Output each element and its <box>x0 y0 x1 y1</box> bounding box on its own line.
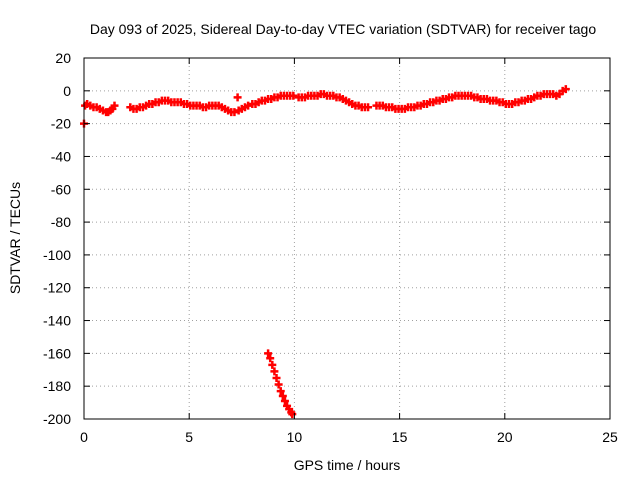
x-tick-label: 20 <box>497 429 513 445</box>
y-tick-label: 0 <box>63 83 71 99</box>
y-tick-label: -20 <box>51 116 71 132</box>
chart-title: Day 093 of 2025, Sidereal Day-to-day VTE… <box>90 21 597 37</box>
data-point <box>264 349 273 358</box>
data-point <box>561 85 570 94</box>
data-point <box>244 101 253 110</box>
data-point <box>110 101 119 110</box>
data-point <box>266 354 275 363</box>
x-tick-label: 0 <box>80 429 88 445</box>
y-tick-label: -100 <box>43 247 71 263</box>
data-point <box>276 387 285 396</box>
data-point <box>274 380 283 389</box>
data-point <box>289 91 298 100</box>
y-tick-label: -140 <box>43 313 71 329</box>
x-tick-label: 10 <box>287 429 303 445</box>
data-point <box>270 367 279 376</box>
data-point <box>233 93 242 102</box>
x-tick-label: 15 <box>392 429 408 445</box>
grid <box>84 58 610 419</box>
y-tick-label: 20 <box>55 50 71 66</box>
y-tick-label: -180 <box>43 378 71 394</box>
plot-frame <box>83 57 611 420</box>
data-point <box>288 410 297 419</box>
data-point <box>230 108 239 117</box>
y-tick-label: -80 <box>51 214 71 230</box>
data-point <box>364 103 373 112</box>
y-tick-label: -120 <box>43 280 71 296</box>
data-points <box>80 85 570 419</box>
y-axis-label: SDTVAR / TECUs <box>7 182 23 294</box>
x-tick-label: 5 <box>185 429 193 445</box>
data-point <box>278 392 287 401</box>
data-point <box>268 360 277 369</box>
y-tick-label: -40 <box>51 148 71 164</box>
data-point <box>280 396 289 405</box>
axis-ticks <box>83 57 611 420</box>
y-tick-label: -60 <box>51 181 71 197</box>
x-axis-label: GPS time / hours <box>294 457 401 473</box>
data-point <box>272 373 281 382</box>
x-tick-label: 25 <box>602 429 618 445</box>
y-tick-label: -160 <box>43 345 71 361</box>
tick-labels: 0 5 10 15 20 25 20 0 -20 -40 -60 -80 -100 -120 -140 -16… <box>43 50 618 445</box>
y-tick-label: -200 <box>43 411 71 427</box>
